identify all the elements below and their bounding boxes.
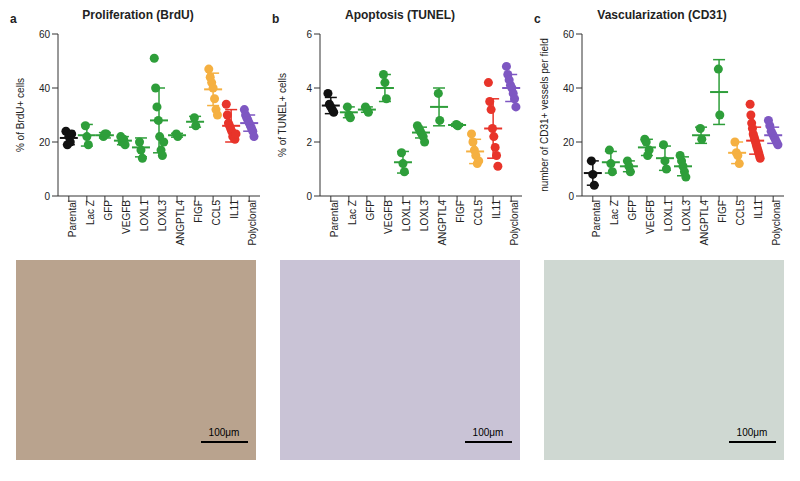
svg-text:Polyclonal: Polyclonal (509, 200, 520, 246)
svg-text:0: 0 (568, 191, 574, 202)
svg-text:IL11: IL11 (491, 200, 502, 219)
svg-text:100μm: 100μm (737, 427, 768, 438)
svg-text:FIGF: FIGF (193, 200, 204, 223)
svg-text:60: 60 (39, 29, 51, 40)
svg-text:IL11: IL11 (753, 200, 764, 219)
svg-text:LOXL1: LOXL1 (401, 200, 412, 232)
svg-text:100μm: 100μm (209, 427, 240, 438)
svg-text:number of CD31+ vessels per fi: number of CD31+ vessels per field (539, 38, 550, 192)
svg-text:GFP: GFP (103, 200, 114, 221)
svg-text:IL11: IL11 (229, 200, 240, 219)
svg-text:Lac Z: Lac Z (85, 200, 96, 225)
svg-text:LOXL3: LOXL3 (157, 200, 168, 232)
svg-text:60: 60 (563, 29, 575, 40)
html-text:b: b (272, 12, 280, 26)
svg-text:Parental: Parental (329, 200, 340, 237)
svg-text:20: 20 (39, 137, 51, 148)
svg-text:FIGF: FIGF (717, 200, 728, 223)
svg-text:FIGF: FIGF (455, 200, 466, 223)
svg-text:GFP: GFP (365, 200, 376, 221)
svg-text:LOXL1: LOXL1 (663, 200, 674, 232)
svg-text:20: 20 (563, 137, 575, 148)
svg-text:6: 6 (306, 29, 312, 40)
svg-text:Parental: Parental (67, 200, 78, 237)
svg-text:4: 4 (306, 83, 312, 94)
svg-text:2: 2 (306, 137, 312, 148)
html-text:c: c (534, 12, 541, 26)
svg-text:% of TUNEL+ cells: % of TUNEL+ cells (277, 73, 288, 157)
svg-text:CCL5: CCL5 (735, 200, 746, 226)
svg-text:ANGPTL4: ANGPTL4 (175, 200, 186, 246)
svg-text:% of BrdU+ cells: % of BrdU+ cells (15, 78, 26, 152)
svg-text:VEGFB: VEGFB (121, 200, 132, 234)
svg-text:LOXL3: LOXL3 (681, 200, 692, 232)
svg-text:CCL5: CCL5 (211, 200, 222, 226)
html-text:Vascularization (CD31): Vascularization (CD31) (597, 8, 727, 22)
svg-text:Parental: Parental (591, 200, 602, 237)
svg-text:40: 40 (39, 83, 51, 94)
svg-text:CCL5: CCL5 (473, 200, 484, 226)
svg-text:Lac Z: Lac Z (347, 200, 358, 225)
svg-text:VEGFB: VEGFB (645, 200, 656, 234)
svg-text:GFP: GFP (627, 200, 638, 221)
svg-text:LOXL1: LOXL1 (139, 200, 150, 232)
svg-text:VEGFB: VEGFB (383, 200, 394, 234)
html-text:Proliferation (BrdU): Proliferation (BrdU) (82, 8, 194, 22)
svg-text:ANGPTL4: ANGPTL4 (699, 200, 710, 246)
svg-text:Lac Z: Lac Z (609, 200, 620, 225)
html-text:a: a (10, 12, 17, 26)
svg-text:40: 40 (563, 83, 575, 94)
svg-text:Polyclonal: Polyclonal (771, 200, 782, 246)
html-text:Apoptosis (TUNEL): Apoptosis (TUNEL) (345, 8, 455, 22)
svg-text:Polyclonal: Polyclonal (247, 200, 258, 246)
svg-text:0: 0 (306, 191, 312, 202)
svg-text:ANGPTL4: ANGPTL4 (437, 200, 448, 246)
svg-text:0: 0 (44, 191, 50, 202)
svg-text:LOXL3: LOXL3 (419, 200, 430, 232)
svg-text:100μm: 100μm (473, 427, 504, 438)
